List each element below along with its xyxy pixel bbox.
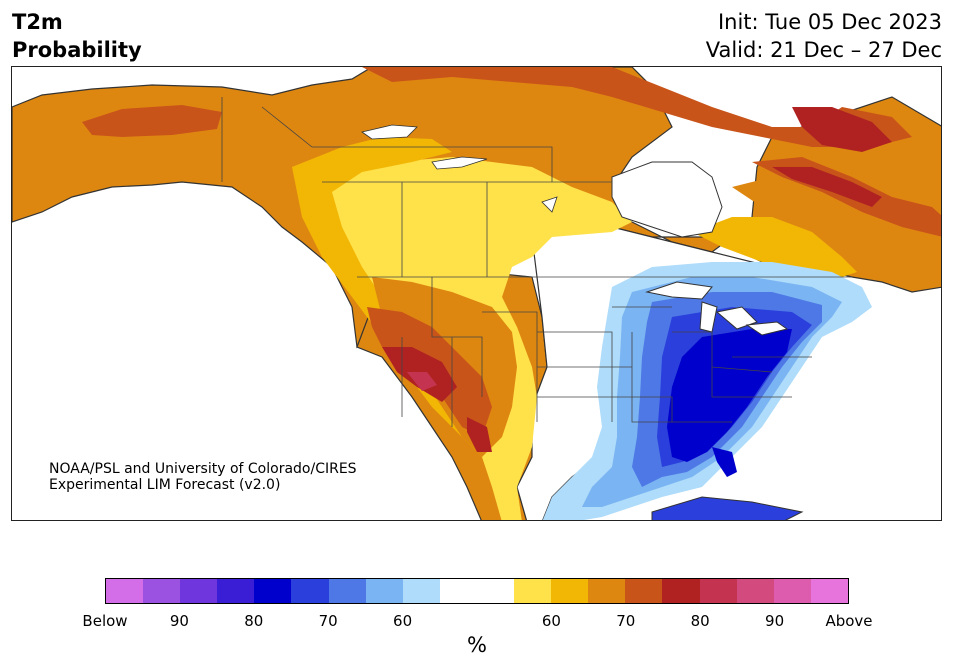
colorbar-segment: [254, 579, 292, 603]
colorbar-segment: [106, 579, 144, 603]
colorbar-segment: [180, 579, 218, 603]
warm-70-band-alaska: [82, 105, 222, 137]
title-variable: T2m: [12, 10, 63, 34]
colorbar-tick-label: 60: [393, 612, 413, 630]
cold-75-band-florida: [712, 447, 737, 477]
credit-text: NOAA/PSL and University of Colorado/CIRE…: [49, 461, 357, 493]
colorbar-segment: [736, 579, 774, 603]
political-boundaries: [221, 97, 852, 427]
colorbar-segment: [625, 579, 663, 603]
colorbar-segment: [588, 579, 626, 603]
valid-period: Valid: 21 Dec – 27 Dec: [705, 38, 942, 62]
colorbar-tick-label: 70: [318, 612, 338, 630]
colorbar: [105, 578, 849, 604]
forecast-dates: Init: Tue 05 Dec 2023 Valid: 21 Dec – 27…: [706, 8, 942, 64]
colorbar-segment: [328, 579, 366, 603]
colorbar-segment: [439, 579, 477, 603]
warm-80-band-southwest: [407, 372, 437, 391]
colorbar-segment: [143, 579, 181, 603]
colorbar-tick-label: Above: [825, 612, 873, 630]
cold-75-band: [667, 329, 792, 462]
colorbar-tick-label: 90: [765, 612, 785, 630]
colorbar-tick-label: 60: [541, 612, 561, 630]
cold-cuba: [651, 496, 804, 520]
map-canvas: [12, 67, 941, 520]
warm-75-band-mexico: [467, 417, 492, 452]
colorbar-segment: [810, 579, 848, 603]
colorbar-tick-label: 80: [690, 612, 710, 630]
map-title: T2m Probability: [12, 8, 142, 64]
probability-map: [11, 66, 942, 521]
colorbar-segment: [217, 579, 255, 603]
credit-line-2: Experimental LIM Forecast (v2.0): [49, 477, 281, 493]
colorbar-tick-label: 90: [169, 612, 189, 630]
colorbar-segment: [773, 579, 811, 603]
colorbar-segment: [476, 579, 515, 603]
hudson-bay: [611, 161, 723, 238]
colorbar-segment: [551, 579, 589, 603]
colorbar-segment: [514, 579, 552, 603]
credit-line-1: NOAA/PSL and University of Colorado/CIRE…: [49, 461, 357, 477]
colorbar-segment: [291, 579, 329, 603]
title-product: Probability: [12, 38, 142, 62]
colorbar-unit: %: [467, 633, 487, 657]
colorbar-segment: [662, 579, 700, 603]
colorbar-segment: [402, 579, 440, 603]
colorbar-tick-label: 80: [244, 612, 264, 630]
warm-60-band-canada-east: [692, 217, 857, 277]
init-date: Init: Tue 05 Dec 2023: [717, 10, 942, 34]
colorbar-tick-label: 70: [616, 612, 636, 630]
arctic-lakes: [361, 124, 558, 213]
colorbar-segment: [699, 579, 737, 603]
colorbar-tick-label: Below: [82, 612, 128, 630]
colorbar-segment: [365, 579, 403, 603]
warm-65-band-canada-east: [732, 177, 941, 267]
warm-70-band-arctic: [362, 67, 912, 147]
warm-75-band-labrador: [772, 167, 882, 207]
warm-75-band-baffin: [792, 107, 892, 152]
